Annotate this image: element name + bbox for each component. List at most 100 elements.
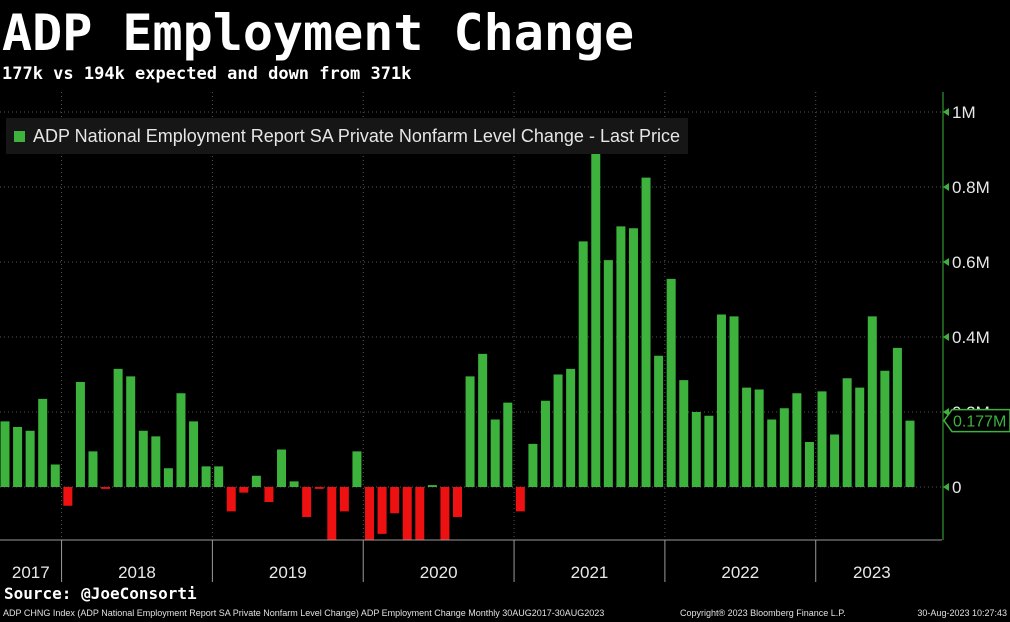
bar (302, 487, 312, 517)
bar (603, 260, 613, 487)
last-price-box (943, 408, 1010, 433)
bar (0, 421, 10, 487)
bar (729, 316, 739, 487)
bar (666, 278, 676, 487)
bar (38, 398, 48, 487)
bar (339, 487, 349, 512)
bar (628, 228, 638, 487)
bar (75, 382, 85, 487)
y-tick-label: 0.4M (952, 328, 990, 347)
bar (214, 466, 224, 487)
bar (767, 419, 777, 487)
bar (880, 370, 890, 487)
footer-description: ADP CHNG Index (ADP National Employment … (3, 608, 605, 618)
bar (830, 434, 840, 487)
y-tick-label: 0 (952, 478, 961, 497)
bar (779, 408, 789, 487)
bar (327, 487, 337, 540)
last-price-label: 0.177M (953, 414, 1006, 431)
bar (842, 378, 852, 487)
legend-label: ADP National Employment Report SA Privat… (33, 125, 680, 146)
bar (314, 487, 324, 489)
bar (817, 391, 827, 487)
legend-swatch (14, 130, 25, 142)
bar (465, 376, 475, 487)
x-tick-label: 2023 (853, 563, 891, 582)
bar (88, 451, 98, 487)
bar (289, 481, 299, 487)
bar (566, 368, 576, 487)
bar (201, 466, 211, 487)
bar (704, 415, 714, 487)
bar (515, 487, 525, 512)
bar (163, 468, 173, 487)
y-tick-label: 0.8M (952, 178, 990, 197)
bar (742, 387, 752, 487)
footer-timestamp: 30-Aug-2023 10:27:43 (917, 608, 1007, 618)
y-tick-arrow (943, 183, 949, 191)
bar (101, 487, 111, 489)
bar (365, 487, 375, 540)
bar (176, 393, 186, 487)
y-tick-arrow (943, 333, 949, 341)
y-tick-label: 1M (952, 103, 976, 122)
bar (591, 138, 601, 487)
x-tick-label: 2021 (571, 563, 609, 582)
page-title: ADP Employment Change (2, 4, 635, 62)
bar (440, 487, 450, 540)
bar (113, 368, 123, 487)
bar (377, 487, 387, 534)
bar (453, 487, 462, 517)
bar (415, 487, 425, 540)
x-tick-label: 2019 (269, 563, 307, 582)
x-tick-label: 2022 (721, 563, 759, 582)
y-tick-arrow (943, 483, 949, 491)
bar (867, 316, 877, 487)
chart-legend: ADP National Employment Report SA Privat… (6, 118, 688, 154)
bar (754, 389, 764, 487)
bar (691, 412, 701, 487)
bar (25, 430, 35, 487)
bar (855, 387, 865, 487)
bar (641, 177, 651, 487)
bar (616, 226, 626, 487)
bar (251, 475, 261, 487)
bar (905, 420, 915, 487)
bar (63, 487, 73, 506)
bar (402, 487, 412, 540)
bar (390, 487, 400, 514)
bar (239, 487, 249, 493)
bar (716, 314, 726, 487)
bar (151, 436, 161, 487)
bar (679, 380, 689, 487)
y-tick-arrow (943, 258, 949, 266)
bar (13, 427, 23, 487)
bar (578, 241, 588, 487)
bar (138, 430, 148, 487)
bar (226, 487, 236, 512)
bar (540, 400, 550, 487)
bar (478, 353, 488, 487)
bar (126, 376, 136, 487)
bar (490, 419, 500, 487)
bar (804, 442, 814, 487)
x-tick-label: 2017 (12, 563, 50, 582)
y-tick-label: 0.6M (952, 253, 990, 272)
bar (528, 443, 538, 487)
y-tick-arrow (943, 108, 949, 116)
x-tick-label: 2018 (118, 563, 156, 582)
bar (50, 464, 60, 487)
page-subtitle: 177k vs 194k expected and down from 371k (2, 64, 412, 84)
bar (892, 347, 902, 487)
bar (277, 449, 287, 487)
bar (264, 487, 274, 502)
bar (189, 421, 199, 487)
x-tick-label: 2020 (420, 563, 458, 582)
footer-copyright: Copyright® 2023 Bloomberg Finance L.P. (680, 608, 846, 618)
bar (503, 402, 513, 487)
bar (352, 451, 362, 487)
bar (553, 374, 563, 487)
bar (427, 485, 437, 487)
source-label: Source: @JoeConsorti (4, 584, 197, 603)
